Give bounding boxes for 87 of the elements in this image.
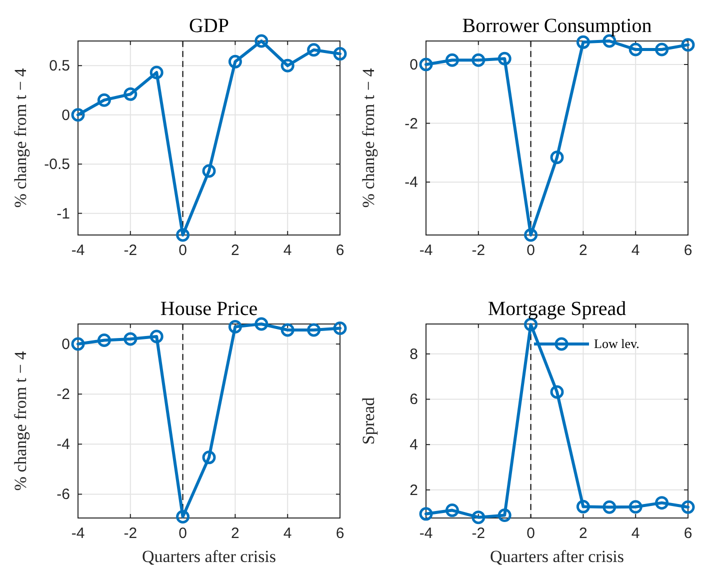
y-tick-label: -2 (404, 115, 418, 132)
point (472, 53, 486, 67)
y-tick-label: -2 (56, 386, 70, 404)
legend-label: Low lev. (594, 336, 640, 351)
point (254, 317, 268, 331)
point (150, 66, 164, 80)
point (97, 93, 111, 107)
chart-title: GDP (188, 15, 230, 37)
point (498, 508, 512, 522)
x-axis-title: Quarters after crisis (142, 547, 276, 566)
point (445, 53, 459, 67)
point (576, 500, 590, 514)
x-tick-label: -2 (472, 525, 486, 542)
point (550, 150, 564, 164)
chart-title: Mortgage Spread (488, 298, 626, 320)
x-tick-label: -2 (124, 242, 138, 259)
point (419, 58, 433, 72)
point (71, 108, 85, 122)
point (176, 510, 190, 524)
point (472, 510, 486, 524)
point (419, 507, 433, 521)
y-tick-label: 2 (410, 482, 418, 499)
x-tick-label: 2 (231, 242, 240, 259)
y-tick-label: 8 (410, 346, 418, 363)
point (681, 38, 695, 52)
x-tick-label: 4 (283, 242, 292, 259)
point (307, 323, 321, 337)
point (524, 228, 538, 242)
y-tick-label: -6 (56, 486, 70, 504)
point (97, 334, 111, 348)
y-tick-label: -4 (56, 436, 70, 454)
point (202, 450, 216, 464)
x-tick-label: 0 (526, 242, 535, 259)
y-tick-label: 0.5 (49, 58, 70, 75)
x-tick-label: 2 (579, 242, 588, 259)
chart-title: House Price (160, 298, 258, 320)
y-tick-label: 4 (410, 436, 418, 454)
x-tick-label: 4 (631, 525, 640, 542)
point (445, 504, 459, 518)
x-tick-label: 2 (231, 525, 240, 542)
y-tick-label: -4 (404, 174, 418, 192)
y-axis-title: Spread (359, 396, 378, 445)
x-tick-label: -2 (124, 525, 138, 542)
x-tick-label: 0 (178, 242, 187, 259)
point (628, 500, 642, 514)
y-tick-label: 0 (62, 336, 70, 354)
point (602, 500, 616, 514)
point (498, 52, 512, 66)
point (228, 320, 242, 334)
y-axis-title: % change from t − 4 (11, 68, 30, 208)
point (228, 54, 242, 68)
point (550, 385, 564, 399)
chart-title: Borrower Consumption (462, 15, 652, 37)
point (280, 58, 294, 72)
x-tick-label: 2 (579, 525, 588, 542)
x-tick-label: 0 (178, 525, 187, 542)
point (176, 228, 190, 242)
x-tick-label: -2 (472, 242, 486, 259)
x-axis-title: Quarters after crisis (490, 547, 624, 566)
point (150, 330, 164, 344)
y-axis-title: % change from t − 4 (359, 68, 378, 208)
y-tick-label: 0 (410, 56, 418, 74)
y-tick-label: 6 (410, 391, 418, 408)
x-tick-label: 0 (526, 525, 535, 542)
point (124, 87, 138, 101)
x-tick-label: 6 (336, 525, 344, 542)
x-tick-label: 6 (684, 525, 692, 542)
x-tick-label: 6 (684, 242, 692, 259)
point (628, 42, 642, 56)
x-tick-label: 6 (336, 242, 344, 259)
point (655, 42, 669, 56)
point (681, 500, 695, 514)
x-tick-label: 4 (631, 242, 640, 259)
y-tick-label: -1 (56, 205, 70, 222)
point (333, 47, 347, 61)
point (202, 164, 216, 178)
point (280, 323, 294, 337)
point (254, 34, 268, 48)
y-tick-label: 0 (62, 106, 70, 124)
point (333, 322, 347, 336)
point (307, 43, 321, 57)
y-tick-label: -0.5 (44, 156, 70, 174)
point (655, 496, 669, 510)
y-axis-title: % change from t − 4 (11, 350, 30, 491)
point (124, 332, 138, 346)
x-tick-label: 4 (283, 525, 292, 542)
point (71, 337, 85, 351)
